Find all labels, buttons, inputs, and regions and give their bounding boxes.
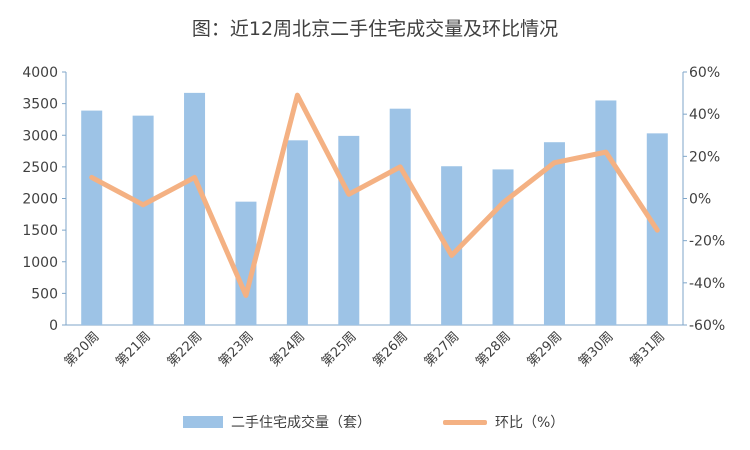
y-right-tick-label: -20% bbox=[689, 234, 725, 250]
combo-chart: 0 500 1000 1500 2000 2500 3000 3500 4000 -60% -40%… bbox=[22, 65, 725, 370]
y-right-tick-label: 0% bbox=[689, 192, 711, 208]
y-right-tick-label: -40% bbox=[689, 276, 725, 292]
x-tick-label: 第25周 bbox=[319, 329, 360, 370]
legend: 二手住宅成交量（套） 环比（%） bbox=[0, 410, 750, 434]
y-left-tick-label: 1500 bbox=[22, 223, 58, 239]
bar bbox=[184, 92, 206, 325]
y-left-tick-label: 1000 bbox=[22, 255, 58, 271]
y-right-tick-label: 40% bbox=[689, 107, 720, 123]
bar bbox=[286, 140, 308, 325]
legend-swatch-volume bbox=[183, 416, 223, 428]
y-right-tick-label: 20% bbox=[689, 149, 720, 165]
y-left-tick-label: 3000 bbox=[22, 128, 58, 144]
x-tick-label: 第30周 bbox=[576, 329, 617, 370]
x-tick-label: 第24周 bbox=[268, 329, 309, 370]
x-tick-label: 第21周 bbox=[113, 329, 154, 370]
x-tick-label: 第27周 bbox=[422, 329, 463, 370]
bar bbox=[235, 201, 257, 325]
x-tick-label: 第20周 bbox=[62, 329, 103, 370]
bar bbox=[543, 142, 565, 325]
legend-item-mom: 环比（%） bbox=[443, 410, 564, 434]
x-tick-label: 第29周 bbox=[525, 329, 566, 370]
bar bbox=[132, 115, 154, 325]
y-right-tick-label: 60% bbox=[689, 65, 720, 81]
x-tick-label: 第26周 bbox=[370, 329, 411, 370]
legend-item-volume: 二手住宅成交量（套） bbox=[183, 410, 371, 434]
y-left-tick-label: 3500 bbox=[22, 97, 58, 113]
y-left-tick-label: 2000 bbox=[22, 192, 58, 208]
x-tick-label: 第31周 bbox=[627, 329, 668, 370]
bar bbox=[441, 166, 463, 325]
x-tick-label: 第23周 bbox=[216, 329, 257, 370]
bar bbox=[81, 110, 103, 326]
legend-swatch-mom bbox=[443, 419, 487, 425]
bar bbox=[338, 135, 360, 325]
bar bbox=[595, 100, 617, 326]
y-right-tick-label: -60% bbox=[689, 318, 725, 334]
mom-line bbox=[89, 92, 660, 298]
legend-label-volume: 二手住宅成交量（套） bbox=[231, 415, 371, 431]
x-tick-label: 第28周 bbox=[473, 329, 514, 370]
bar bbox=[389, 108, 411, 325]
y-left-tick-label: 0 bbox=[49, 318, 58, 334]
x-tick-label: 第22周 bbox=[165, 329, 206, 370]
y-left-tick-label: 2500 bbox=[22, 160, 58, 176]
legend-label-mom: 环比（%） bbox=[495, 415, 565, 431]
y-left-tick-label: 500 bbox=[31, 286, 58, 302]
chart-title: 图：近12周北京二手住宅成交量及环比情况 bbox=[191, 18, 559, 40]
y-left-tick-label: 4000 bbox=[22, 65, 58, 81]
bar bbox=[492, 169, 514, 325]
